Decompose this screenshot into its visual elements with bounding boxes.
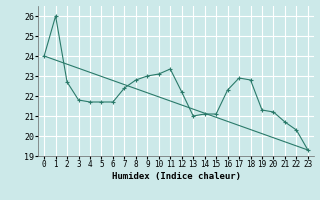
X-axis label: Humidex (Indice chaleur): Humidex (Indice chaleur) (111, 172, 241, 181)
